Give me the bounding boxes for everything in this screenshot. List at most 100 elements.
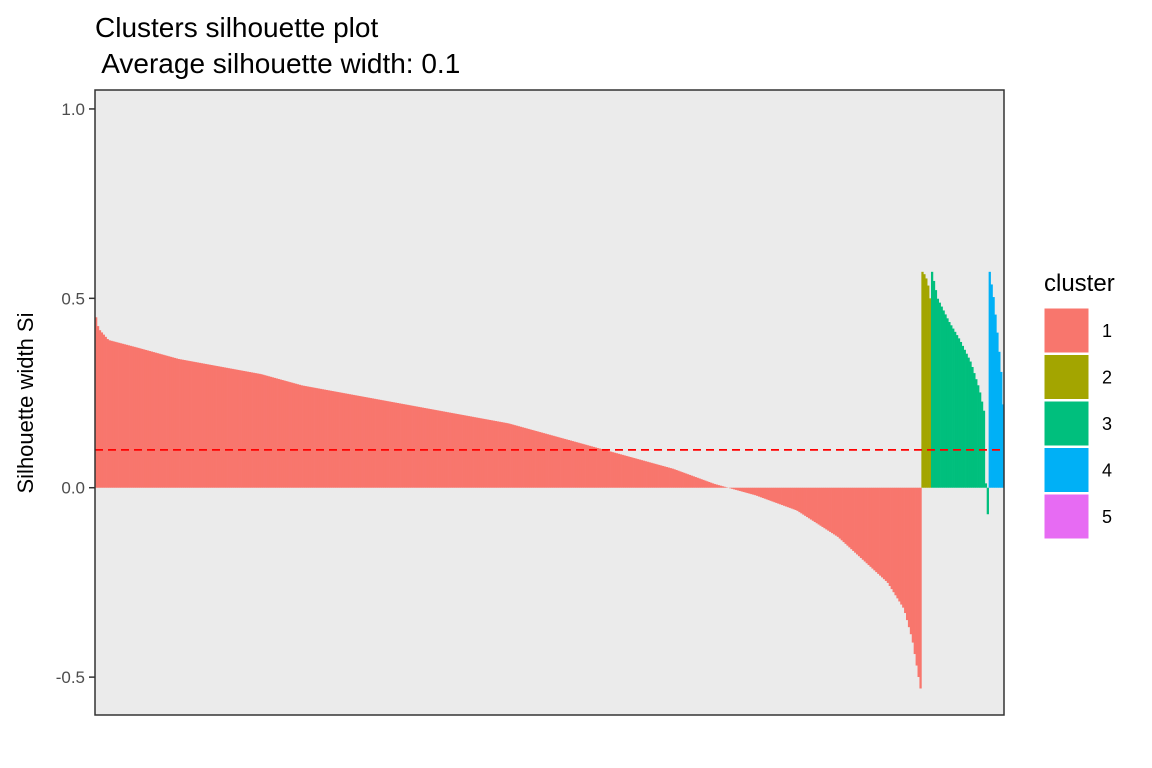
silhouette-bar-cluster-1 — [344, 393, 348, 488]
silhouette-bar-cluster-1 — [308, 386, 311, 488]
silhouette-bar-cluster-1 — [560, 437, 563, 488]
silhouette-bar-cluster-1 — [269, 376, 273, 488]
silhouette-bar-cluster-1 — [829, 487, 832, 532]
silhouette-bar-cluster-1 — [877, 487, 880, 574]
silhouette-bar-cluster-1 — [681, 472, 684, 488]
silhouette-bar-cluster-1 — [271, 377, 275, 488]
silhouette-bar-cluster-1 — [729, 487, 732, 489]
legend-label-4: 4 — [1102, 461, 1112, 481]
silhouette-bar-cluster-1 — [631, 457, 634, 488]
silhouette-bar-cluster-1 — [362, 396, 365, 488]
silhouette-bar-cluster-1 — [861, 487, 865, 560]
silhouette-bar-cluster-1 — [765, 487, 768, 500]
silhouette-bar-cluster-1 — [233, 369, 236, 488]
silhouette-bar-cluster-1 — [660, 465, 663, 488]
silhouette-bar-cluster-1 — [769, 487, 772, 501]
silhouette-bar-cluster-1 — [96, 326, 100, 488]
silhouette-bar-cluster-1 — [544, 433, 547, 488]
silhouette-bar-cluster-1 — [538, 432, 542, 488]
silhouette-bar-cluster-1 — [346, 393, 350, 488]
silhouette-bar-cluster-3 — [930, 271, 934, 488]
silhouette-bar-cluster-1 — [821, 487, 824, 527]
silhouette-bar-cluster-1 — [402, 404, 405, 488]
silhouette-bar-cluster-1 — [323, 389, 326, 488]
silhouette-bar-cluster-1 — [118, 342, 121, 488]
silhouette-bar-cluster-1 — [794, 487, 797, 510]
silhouette-bar-cluster-1 — [358, 395, 361, 488]
silhouette-bar-cluster-1 — [396, 403, 399, 488]
silhouette-bar-cluster-1 — [387, 401, 390, 488]
silhouette-bar-cluster-1 — [392, 402, 396, 488]
silhouette-bar-cluster-1 — [139, 348, 142, 488]
silhouette-bar-cluster-1 — [375, 399, 378, 488]
silhouette-bar-cluster-1 — [652, 463, 655, 488]
silhouette-bar-cluster-1 — [123, 344, 127, 488]
silhouette-bar-cluster-1 — [600, 449, 603, 488]
silhouette-bar-cluster-1 — [731, 487, 734, 489]
silhouette-bar-cluster-1 — [790, 487, 793, 509]
silhouette-bar-cluster-1 — [465, 415, 469, 488]
silhouette-bar-cluster-1 — [767, 487, 770, 501]
silhouette-bar-cluster-1 — [364, 397, 367, 488]
silhouette-bar-cluster-1 — [208, 364, 211, 488]
silhouette-bar-cluster-3 — [955, 335, 959, 488]
silhouette-bar-cluster-1 — [525, 428, 528, 488]
silhouette-bar-cluster-3 — [957, 338, 961, 488]
silhouette-bar-cluster-1 — [423, 407, 426, 488]
silhouette-bar-cluster-1 — [175, 358, 178, 488]
silhouette-bar-cluster-1 — [127, 345, 130, 488]
silhouette-bar-cluster-1 — [625, 455, 628, 488]
silhouette-bar-cluster-3 — [973, 373, 976, 488]
silhouette-bar-cluster-1 — [825, 487, 828, 530]
silhouette-bar-cluster-1 — [590, 446, 594, 488]
silhouette-bar-cluster-1 — [633, 458, 636, 488]
silhouette-bar-cluster-1 — [116, 342, 119, 488]
silhouette-bar-cluster-1 — [267, 376, 271, 488]
silhouette-bar-cluster-1 — [615, 453, 619, 488]
silhouette-bar-cluster-1 — [594, 447, 597, 488]
silhouette-bar-cluster-1 — [469, 416, 473, 488]
silhouette-bar-cluster-1 — [244, 371, 248, 488]
silhouette-bar-cluster-1 — [316, 388, 319, 488]
silhouette-bar-cluster-1 — [196, 362, 200, 488]
silhouette-bar-cluster-1 — [792, 487, 795, 510]
silhouette-bar-cluster-1 — [517, 426, 521, 488]
silhouette-bar-cluster-1 — [583, 444, 586, 488]
panel-border — [94, 89, 1005, 716]
silhouette-bar-cluster-1 — [740, 487, 743, 492]
silhouette-bar-cluster-1 — [331, 391, 334, 488]
silhouette-bar-cluster-1 — [431, 409, 434, 488]
silhouette-bar-cluster-1 — [156, 353, 159, 488]
silhouette-bar-cluster-1 — [813, 487, 817, 523]
silhouette-bar-cluster-1 — [919, 487, 922, 689]
silhouette-bar-cluster-1 — [531, 429, 534, 488]
silhouette-bar-cluster-1 — [604, 450, 607, 488]
silhouette-bar-cluster-1 — [200, 363, 203, 488]
silhouette-bar-cluster-1 — [102, 334, 105, 488]
silhouette-bar-cluster-1 — [902, 487, 905, 608]
silhouette-bar-cluster-3 — [980, 401, 984, 488]
silhouette-bar-cluster-1 — [763, 487, 767, 499]
silhouette-bar-cluster-1 — [385, 400, 388, 488]
silhouette-bar-cluster-1 — [642, 460, 645, 488]
legend: cluster 1 2 3 4 5 — [1043, 270, 1115, 540]
silhouette-bar-cluster-1 — [504, 422, 507, 488]
silhouette-bar-cluster-1 — [754, 487, 757, 496]
silhouette-bar-cluster-1 — [242, 370, 246, 488]
silhouette-bar-cluster-1 — [442, 411, 446, 488]
silhouette-bar-cluster-1 — [552, 435, 555, 488]
silhouette-bar-cluster-4 — [990, 284, 993, 488]
silhouette-bar-cluster-1 — [608, 451, 611, 488]
legend-title: cluster — [1044, 270, 1115, 297]
silhouette-bar-cluster-1 — [907, 487, 911, 628]
silhouette-bar-cluster-1 — [915, 487, 918, 666]
silhouette-bar-cluster-1 — [475, 417, 478, 488]
silhouette-bar-cluster-1 — [831, 487, 834, 534]
silhouette-bar-cluster-1 — [900, 487, 903, 605]
silhouette-bar-cluster-1 — [665, 467, 669, 488]
silhouette-bar-cluster-1 — [129, 345, 132, 488]
silhouette-bar-cluster-1 — [212, 365, 215, 488]
silhouette-bar-cluster-1 — [319, 388, 323, 488]
silhouette-bar-cluster-1 — [859, 487, 863, 558]
silhouette-bar-cluster-1 — [210, 364, 213, 488]
